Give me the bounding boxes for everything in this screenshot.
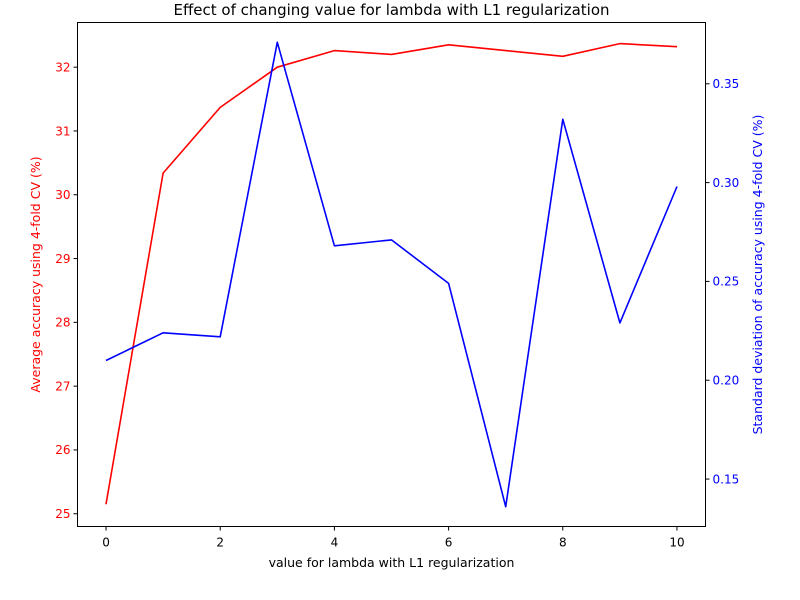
right-y-tick-label: 0.20: [713, 374, 740, 388]
right-y-tick-label: 0.15: [713, 472, 740, 486]
std-deviation-line: [105, 41, 678, 508]
left-y-tick-label: 29: [55, 252, 70, 266]
right-y-axis: 0.15 0.20 0.25 0.30 0.35: [705, 77, 740, 486]
right-y-tick-label: 0.35: [713, 77, 740, 91]
right-y-axis-label: Standard deviation of accuracy using 4-f…: [750, 115, 765, 435]
right-y-tick-label: 0.30: [713, 176, 740, 190]
x-tick-label: 6: [445, 536, 453, 550]
plot-frame: [77, 22, 706, 527]
left-y-axis-label: Average accuracy using 4-fold CV (%): [28, 156, 43, 392]
mean-accuracy-line: [105, 42, 678, 505]
left-y-tick-label: 28: [55, 316, 70, 330]
x-tick-label: 2: [216, 536, 224, 550]
x-axis: 0 2 4 6 8 10: [102, 526, 685, 550]
right-y-tick-label: 0.25: [713, 275, 740, 289]
left-y-tick-label: 26: [55, 443, 70, 457]
left-y-axis: 25 26 27 28 29 30 31 32: [55, 60, 78, 521]
x-axis-label: value for lambda with L1 regularization: [269, 555, 515, 570]
x-tick-label: 4: [331, 536, 339, 550]
left-y-tick-label: 25: [55, 507, 70, 521]
x-tick-label: 8: [559, 536, 567, 550]
x-tick-label: 0: [102, 536, 110, 550]
left-y-tick-label: 30: [55, 188, 70, 202]
plot-lines: [105, 41, 678, 508]
x-tick-label: 10: [669, 536, 684, 550]
chart-title: Effect of changing value for lambda with…: [173, 1, 609, 19]
left-y-tick-label: 32: [55, 60, 70, 74]
left-y-tick-label: 27: [55, 379, 70, 393]
left-y-tick-label: 31: [55, 124, 70, 138]
